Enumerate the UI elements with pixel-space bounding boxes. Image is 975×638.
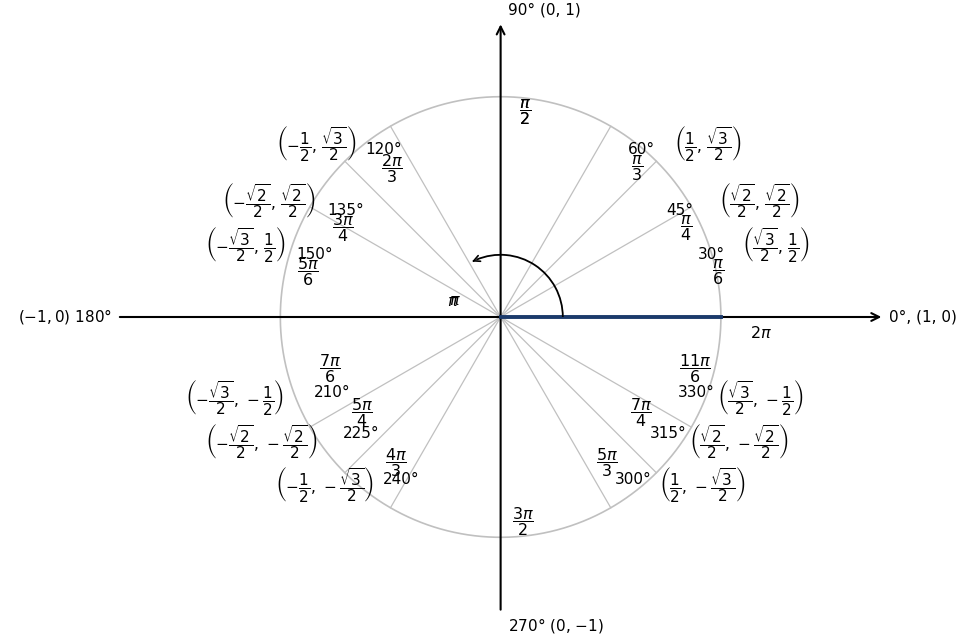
- Text: $\left(-\dfrac{\sqrt{3}}{2},\,\dfrac{1}{2}\right)$: $\left(-\dfrac{\sqrt{3}}{2},\,\dfrac{1}{…: [205, 225, 286, 265]
- Text: 300°: 300°: [614, 472, 651, 487]
- Text: 270° (0, $-$1): 270° (0, $-$1): [508, 616, 604, 635]
- Text: $\dfrac{11\pi}{6}$: $\dfrac{11\pi}{6}$: [679, 352, 711, 385]
- Text: $\left(\dfrac{\sqrt{3}}{2},\,-\dfrac{1}{2}\right)$: $\left(\dfrac{\sqrt{3}}{2},\,-\dfrac{1}{…: [717, 378, 803, 417]
- Text: $\left(\dfrac{\sqrt{2}}{2},\,-\dfrac{\sqrt{2}}{2}\right)$: $\left(\dfrac{\sqrt{2}}{2},\,-\dfrac{\sq…: [689, 422, 789, 461]
- Text: 90° (0, 1): 90° (0, 1): [508, 3, 581, 18]
- Text: $\dfrac{5\pi}{3}$: $\dfrac{5\pi}{3}$: [596, 445, 618, 478]
- Text: 315°: 315°: [649, 426, 686, 441]
- Text: 210°: 210°: [314, 385, 350, 399]
- Text: $\left(-\dfrac{\sqrt{3}}{2},\,-\dfrac{1}{2}\right)$: $\left(-\dfrac{\sqrt{3}}{2},\,-\dfrac{1}…: [185, 378, 284, 417]
- Text: $\dfrac{\pi}{3}$: $\dfrac{\pi}{3}$: [631, 153, 643, 183]
- Text: 240°: 240°: [383, 472, 420, 487]
- Text: 225°: 225°: [342, 426, 379, 441]
- Text: $\dfrac{\pi}{6}$: $\dfrac{\pi}{6}$: [712, 256, 724, 286]
- Text: $\left(\dfrac{1}{2},\,-\dfrac{\sqrt{3}}{2}\right)$: $\left(\dfrac{1}{2},\,-\dfrac{\sqrt{3}}{…: [659, 466, 745, 505]
- Text: 330°: 330°: [678, 385, 715, 399]
- Text: $\left(-\dfrac{1}{2},\,-\dfrac{\sqrt{3}}{2}\right)$: $\left(-\dfrac{1}{2},\,-\dfrac{\sqrt{3}}…: [275, 466, 374, 505]
- Text: 120°: 120°: [366, 142, 402, 158]
- Text: $\dfrac{3\pi}{2}$: $\dfrac{3\pi}{2}$: [512, 505, 533, 538]
- Text: 60°: 60°: [628, 142, 655, 158]
- Text: $\dfrac{5\pi}{4}$: $\dfrac{5\pi}{4}$: [351, 396, 373, 429]
- Text: 45°: 45°: [667, 204, 693, 218]
- Text: $\dfrac{7\pi}{6}$: $\dfrac{7\pi}{6}$: [319, 352, 340, 385]
- Text: 150°: 150°: [296, 248, 332, 262]
- Text: $\left(-\dfrac{\sqrt{2}}{2},\,-\dfrac{\sqrt{2}}{2}\right)$: $\left(-\dfrac{\sqrt{2}}{2},\,-\dfrac{\s…: [205, 422, 317, 461]
- Text: $\dfrac{\pi}{4}$: $\dfrac{\pi}{4}$: [680, 212, 692, 242]
- Text: $\dfrac{2\pi}{3}$: $\dfrac{2\pi}{3}$: [381, 152, 403, 185]
- Text: 0°, (1, 0): 0°, (1, 0): [889, 309, 957, 325]
- Text: $(-1, 0)$ 180°: $(-1, 0)$ 180°: [18, 308, 112, 327]
- Text: $\left(\dfrac{\sqrt{3}}{2},\,\dfrac{1}{2}\right)$: $\left(\dfrac{\sqrt{3}}{2},\,\dfrac{1}{2…: [742, 225, 809, 265]
- Text: $\dfrac{7\pi}{4}$: $\dfrac{7\pi}{4}$: [630, 396, 651, 429]
- Text: $2\pi$: $2\pi$: [750, 325, 772, 343]
- Text: $\left(-\dfrac{\sqrt{2}}{2},\,\dfrac{\sqrt{2}}{2}\right)$: $\left(-\dfrac{\sqrt{2}}{2},\,\dfrac{\sq…: [222, 181, 316, 220]
- Text: 135°: 135°: [328, 204, 365, 218]
- Text: $\pi$: $\pi$: [447, 293, 458, 310]
- Text: $\dfrac{3\pi}{4}$: $\dfrac{3\pi}{4}$: [332, 211, 354, 244]
- Text: $\dfrac{\pi}{2}$: $\dfrac{\pi}{2}$: [519, 97, 531, 127]
- Text: $\dfrac{\pi}{2}$: $\dfrac{\pi}{2}$: [519, 97, 531, 127]
- Text: $\left(\dfrac{1}{2},\,\dfrac{\sqrt{3}}{2}\right)$: $\left(\dfrac{1}{2},\,\dfrac{\sqrt{3}}{2…: [675, 124, 742, 163]
- Text: $\left(-\dfrac{1}{2},\,\dfrac{\sqrt{3}}{2}\right)$: $\left(-\dfrac{1}{2},\,\dfrac{\sqrt{3}}{…: [276, 124, 357, 163]
- Text: $\dfrac{4\pi}{3}$: $\dfrac{4\pi}{3}$: [385, 445, 407, 478]
- Text: $\pi$: $\pi$: [449, 292, 461, 309]
- Text: 30°: 30°: [697, 248, 724, 262]
- Text: $\dfrac{5\pi}{6}$: $\dfrac{5\pi}{6}$: [296, 255, 319, 288]
- Text: $\left(\dfrac{\sqrt{2}}{2},\,\dfrac{\sqrt{2}}{2}\right)$: $\left(\dfrac{\sqrt{2}}{2},\,\dfrac{\sqr…: [719, 181, 800, 220]
